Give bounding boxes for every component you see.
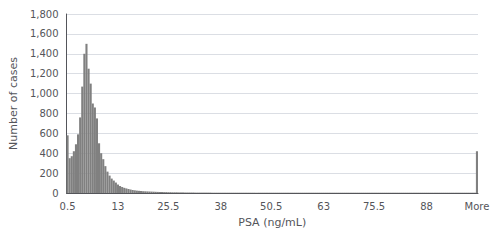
svg-text:0.5: 0.5 — [60, 201, 76, 212]
svg-text:More: More — [465, 201, 490, 212]
svg-text:0: 0 — [52, 188, 58, 199]
svg-text:1,600: 1,600 — [30, 28, 59, 39]
svg-text:1,200: 1,200 — [30, 68, 59, 79]
svg-text:38: 38 — [214, 201, 227, 212]
svg-text:600: 600 — [39, 128, 58, 139]
svg-text:1,000: 1,000 — [30, 88, 59, 99]
svg-text:1,400: 1,400 — [30, 48, 59, 59]
svg-text:13: 13 — [112, 201, 125, 212]
svg-text:88: 88 — [420, 201, 433, 212]
svg-text:200: 200 — [39, 168, 58, 179]
svg-text:1,800: 1,800 — [30, 9, 59, 20]
svg-text:25.5: 25.5 — [157, 201, 179, 212]
svg-text:50.5: 50.5 — [260, 201, 282, 212]
svg-text:Number of cases: Number of cases — [7, 57, 20, 150]
svg-text:400: 400 — [39, 148, 58, 159]
svg-text:PSA (ng/mL): PSA (ng/mL) — [238, 216, 306, 229]
svg-text:800: 800 — [39, 108, 58, 119]
svg-text:63: 63 — [317, 201, 330, 212]
svg-text:75.5: 75.5 — [363, 201, 385, 212]
